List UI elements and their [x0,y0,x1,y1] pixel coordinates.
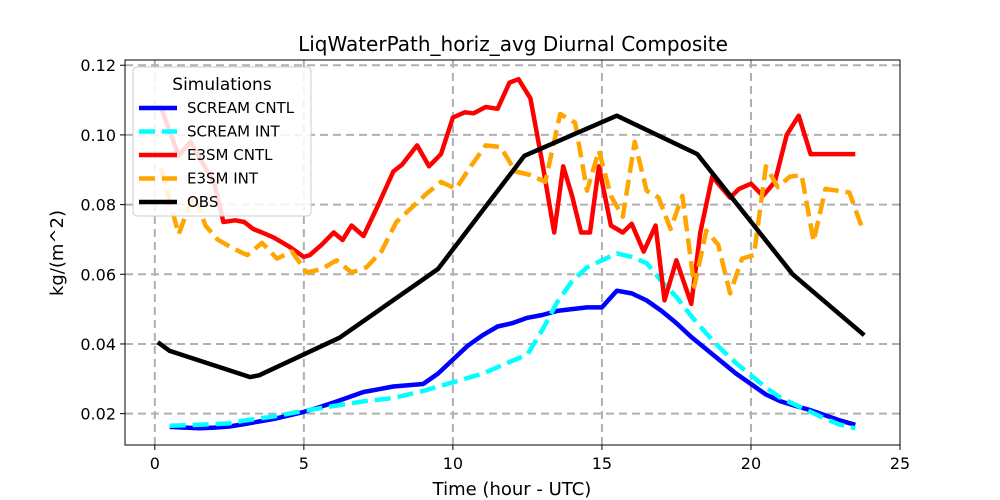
legend-label-scream-int: SCREAM INT [187,123,281,141]
x-axis-label: Time (hour - UTC) [432,479,592,500]
legend-label-obs: OBS [187,193,218,211]
legend-label-scream-cntl: SCREAM CNTL [187,99,295,117]
series-line-obs [156,113,866,380]
plot-frame [124,59,901,446]
series-line-e3sm-int [158,111,864,296]
x-tick-label: 5 [299,454,309,473]
y-tick-label: 0.10 [80,126,116,145]
y-tick-label: 0.04 [80,335,116,354]
legend-label-e3sm-cntl: E3SM CNTL [187,146,273,164]
legend-box [132,66,312,217]
chart-title: LiqWaterPath_horiz_avg Diurnal Composite [298,32,728,56]
legend: Simulations SCREAM CNTL SCREAM INT E3SM CN… [132,66,312,217]
series-line-scream-int [169,251,856,431]
x-tick-label: 25 [890,454,910,473]
y-tick-label: 0.02 [80,405,116,424]
x-tick-label: 0 [150,454,160,473]
x-tick-label: 10 [443,454,463,473]
y-tick-label: 0.08 [80,196,116,215]
series-line-e3sm-cntl [158,76,856,307]
legend-title: Simulations [172,75,272,95]
series-group [156,76,866,431]
y-tick-label: 0.06 [80,265,116,284]
y-axis-label: kg/(m^2) [47,210,68,296]
legend-label-e3sm-int: E3SM INT [187,170,259,188]
axis-ticks: 0 5 10 15 20 25 0.02 0.04 0.06 0.08 0.10 0.12 [80,56,910,473]
x-tick-label: 20 [741,454,761,473]
y-tick-label: 0.12 [80,56,116,75]
x-tick-label: 15 [592,454,612,473]
legend-entries: SCREAM CNTL SCREAM INT E3SM CNTL E3SM INT OB… [139,99,295,211]
